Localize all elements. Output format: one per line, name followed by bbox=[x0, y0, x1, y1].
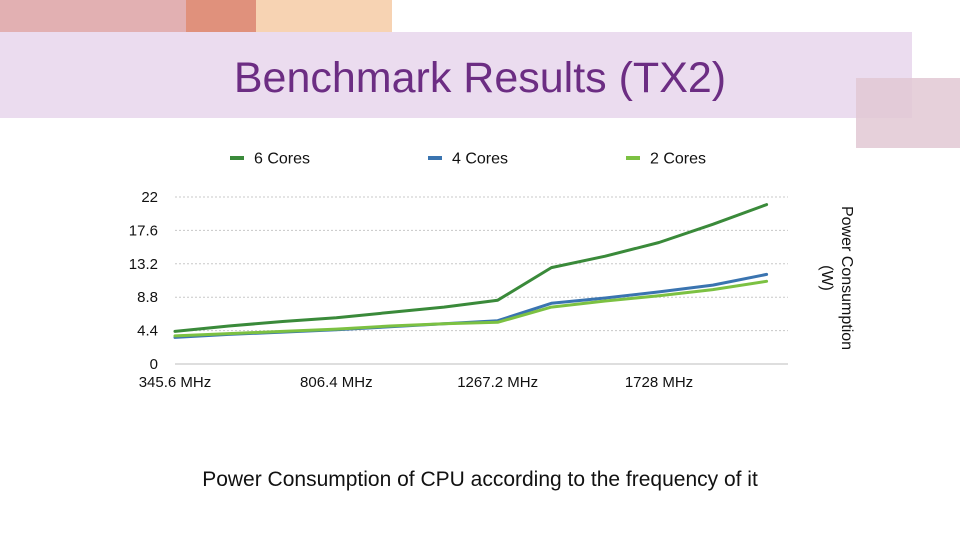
x-tick-label: 1267.2 MHz bbox=[457, 374, 538, 391]
y-tick-label: 4.4 bbox=[137, 323, 158, 340]
y-axis-label-line: Power Consumption bbox=[838, 206, 855, 350]
grid-layer bbox=[175, 196, 788, 332]
y-tick-label: 22 bbox=[141, 189, 158, 206]
y-tick-label: 8.8 bbox=[137, 289, 158, 306]
legend-label: 4 Cores bbox=[452, 151, 508, 168]
x-tick-label: 806.4 MHz bbox=[300, 374, 373, 391]
series-line-4-cores bbox=[173, 272, 769, 339]
y-tick-label: 13.2 bbox=[129, 256, 158, 273]
y-tick-label: 17.6 bbox=[129, 222, 158, 239]
series-line-6-cores bbox=[173, 203, 769, 333]
legend-label: 2 Cores bbox=[650, 151, 706, 168]
x-tick-label: 1728 MHz bbox=[625, 374, 693, 391]
series-layer bbox=[173, 203, 769, 339]
axis-layer: 0 4.4 8.8 13.2 17.6 22 345.6 MHz 806.4 MHz 1267.… bbox=[129, 189, 788, 391]
y-axis-label-line: (W) bbox=[818, 265, 835, 291]
x-tick-label: 345.6 MHz bbox=[139, 374, 212, 391]
legend: 6 Cores 4 Cores 2 Cores bbox=[230, 151, 706, 168]
y-axis-label-group: Power Consumption(W) bbox=[818, 206, 855, 350]
side-deco-block bbox=[856, 78, 960, 148]
legend-label: 6 Cores bbox=[254, 151, 310, 168]
slide-caption: Power Consumption of CPU according to th… bbox=[202, 468, 758, 491]
series-line-2-cores bbox=[173, 279, 769, 338]
slide-title: Benchmark Results (TX2) bbox=[233, 54, 727, 102]
y-axis-label: Power Consumption(W) bbox=[818, 206, 855, 350]
y-tick-label: 0 bbox=[150, 356, 158, 373]
title-band bbox=[0, 32, 912, 118]
